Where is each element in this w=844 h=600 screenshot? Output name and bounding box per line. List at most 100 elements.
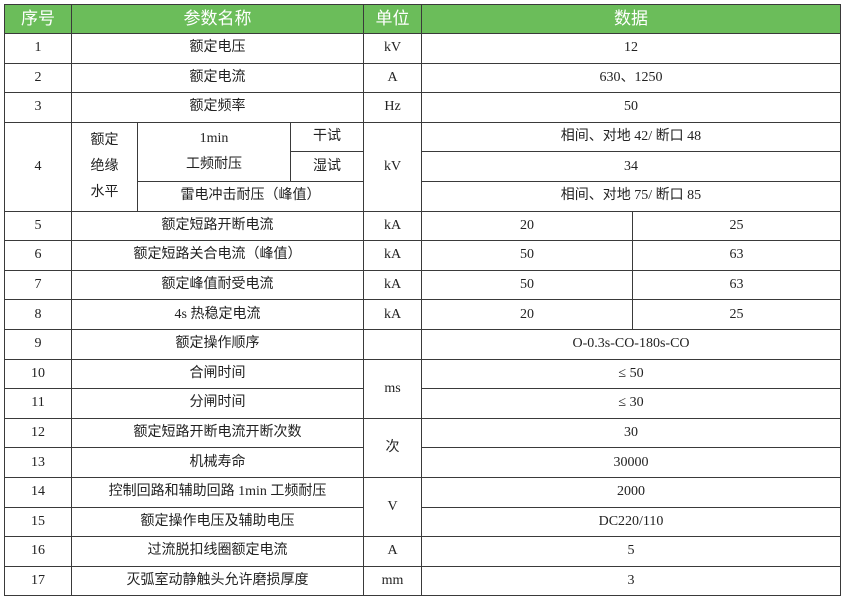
row-value: 12 [421, 33, 841, 64]
row-no: 6 [4, 240, 72, 271]
table-row: 雷电冲击耐压（峰值） 相间、对地 75/ 断口 85 [5, 180, 841, 212]
row-value: ≤ 50 [421, 358, 841, 390]
row-unit: Hz [363, 92, 422, 123]
group-line: 额定 [90, 132, 119, 148]
row-no: 16 [4, 536, 72, 567]
table-row: 17 灭弧室动静触头允许磨损厚度 mm 3 [4, 565, 841, 597]
row-name: 合闸时间 [71, 358, 364, 390]
row-value-1: 50 [421, 240, 633, 271]
table-row: 6 额定短路关合电流（峰值） kA 50 63 [4, 240, 841, 271]
row-value-2: 63 [632, 269, 841, 301]
row-value: ≤ 30 [421, 388, 841, 419]
row-name: 额定短路开断电流开断次数 [71, 417, 364, 449]
row-unit: kA [363, 299, 422, 330]
row-value-1: 20 [421, 299, 633, 330]
row-unit: kA [363, 210, 422, 242]
header-no: 序号 [4, 4, 72, 34]
group-line: 绝缘 [90, 158, 119, 174]
row-no: 11 [4, 388, 72, 419]
row-no: 9 [4, 328, 72, 360]
row-unit: V [363, 476, 422, 538]
row-value-2: 25 [632, 210, 841, 242]
table-row: 15 额定操作电压及辅助电压 DC220/110 [4, 506, 841, 538]
wet-test-value: 34 [421, 151, 841, 182]
row-name: 额定操作电压及辅助电压 [71, 506, 364, 538]
row-name: 4s 热稳定电流 [71, 299, 364, 330]
table-row: 16 过流脱扣线圈额定电流 A 5 [4, 536, 841, 567]
power-frequency-label: 1min 工频耐压 [137, 121, 291, 182]
header-data: 数据 [421, 4, 841, 34]
row-unit: kV [363, 33, 422, 64]
header-unit: 单位 [363, 4, 422, 34]
table-row: 9 额定操作顺序 O-0.3s-CO-180s-CO [4, 328, 841, 360]
insulation-group-label: 额定 绝缘 水平 [71, 121, 138, 212]
lightning-label: 雷电冲击耐压（峰值） [137, 180, 364, 212]
table-row: 湿试 34 [5, 151, 841, 182]
dry-test-value: 相间、对地 42/ 断口 48 [421, 121, 841, 153]
sub-label: 工频耐压 [186, 156, 242, 172]
row-no: 14 [4, 476, 72, 508]
row-no: 17 [4, 565, 72, 597]
row-name: 额定频率 [71, 92, 364, 123]
row-name: 额定短路开断电流 [71, 210, 364, 242]
row-name: 额定短路关合电流（峰值） [71, 240, 364, 271]
row-name: 灭弧室动静触头允许磨损厚度 [71, 565, 364, 597]
table-row: 7 额定峰值耐受电流 kA 50 63 [4, 269, 841, 301]
group-line: 水平 [90, 184, 119, 200]
table-row: 5 额定短路开断电流 kA 20 25 [4, 210, 841, 242]
row-no: 12 [4, 417, 72, 449]
row-value: 3 [421, 565, 841, 597]
header-name: 参数名称 [71, 4, 364, 34]
table-row: 8 4s 热稳定电流 kA 20 25 [4, 299, 841, 330]
parameters-table: 序号 参数名称 单位 数据 1 额定电压 kV 12 2 额定电流 A 630、… [4, 4, 841, 597]
table-row: 10 合闸时间 ms ≤ 50 [4, 358, 841, 419]
row-no: 7 [4, 269, 72, 301]
row-value-2: 25 [632, 299, 841, 330]
table-row: 2 额定电流 A 630、1250 [4, 62, 841, 94]
header-row: 序号 参数名称 单位 数据 [4, 4, 841, 34]
row-value-2: 63 [632, 240, 841, 271]
row-value-1: 50 [421, 269, 633, 301]
row-name: 分闸时间 [71, 388, 364, 419]
row-value-1: 20 [421, 210, 633, 242]
row-no: 4 [4, 121, 72, 212]
table-row: 3 额定频率 Hz 50 [4, 92, 841, 123]
row-value: 30 [421, 417, 841, 449]
wet-test-label: 湿试 [290, 151, 364, 182]
dry-test-label: 干试 [290, 121, 364, 153]
row-value: 5 [421, 536, 841, 567]
row-value: O-0.3s-CO-180s-CO [421, 328, 841, 360]
row-unit: A [363, 62, 422, 94]
row-unit: kA [363, 240, 422, 271]
row-name: 过流脱扣线圈额定电流 [71, 536, 364, 567]
lightning-value: 相间、对地 75/ 断口 85 [421, 180, 841, 212]
row-value: 50 [421, 92, 841, 123]
row-value: DC220/110 [421, 506, 841, 538]
row-no: 8 [4, 299, 72, 330]
row-name: 机械寿命 [71, 447, 364, 478]
row-unit: kV [363, 121, 422, 212]
table-row: 4 额定 绝缘 水平 1min 工频耐压 干试 kV 相间、对地 42/ 断口 … [4, 121, 841, 212]
row-unit: A [363, 536, 422, 567]
row-no: 1 [4, 33, 72, 64]
row-value: 2000 [421, 476, 841, 508]
row-name: 控制回路和辅助回路 1min 工频耐压 [71, 476, 364, 508]
row-value: 630、1250 [421, 62, 841, 94]
row-unit: ms [363, 358, 422, 419]
row-no: 5 [4, 210, 72, 242]
row-no: 3 [4, 92, 72, 123]
row-no: 10 [4, 358, 72, 390]
row-no: 13 [4, 447, 72, 478]
table-row: 14 控制回路和辅助回路 1min 工频耐压 V 2000 [4, 476, 841, 538]
row-unit [363, 328, 422, 360]
row-name: 额定峰值耐受电流 [71, 269, 364, 301]
table-row: 1 额定电压 kV 12 [4, 33, 841, 64]
row-no: 15 [4, 506, 72, 538]
row-unit: 次 [363, 417, 422, 478]
row-value: 30000 [421, 447, 841, 478]
table-row: 11 分闸时间 ≤ 30 [4, 388, 841, 419]
row-no: 2 [4, 62, 72, 94]
row-name: 额定操作顺序 [71, 328, 364, 360]
table-row: 12 额定短路开断电流开断次数 次 30 [4, 417, 841, 478]
row-name: 额定电流 [71, 62, 364, 94]
